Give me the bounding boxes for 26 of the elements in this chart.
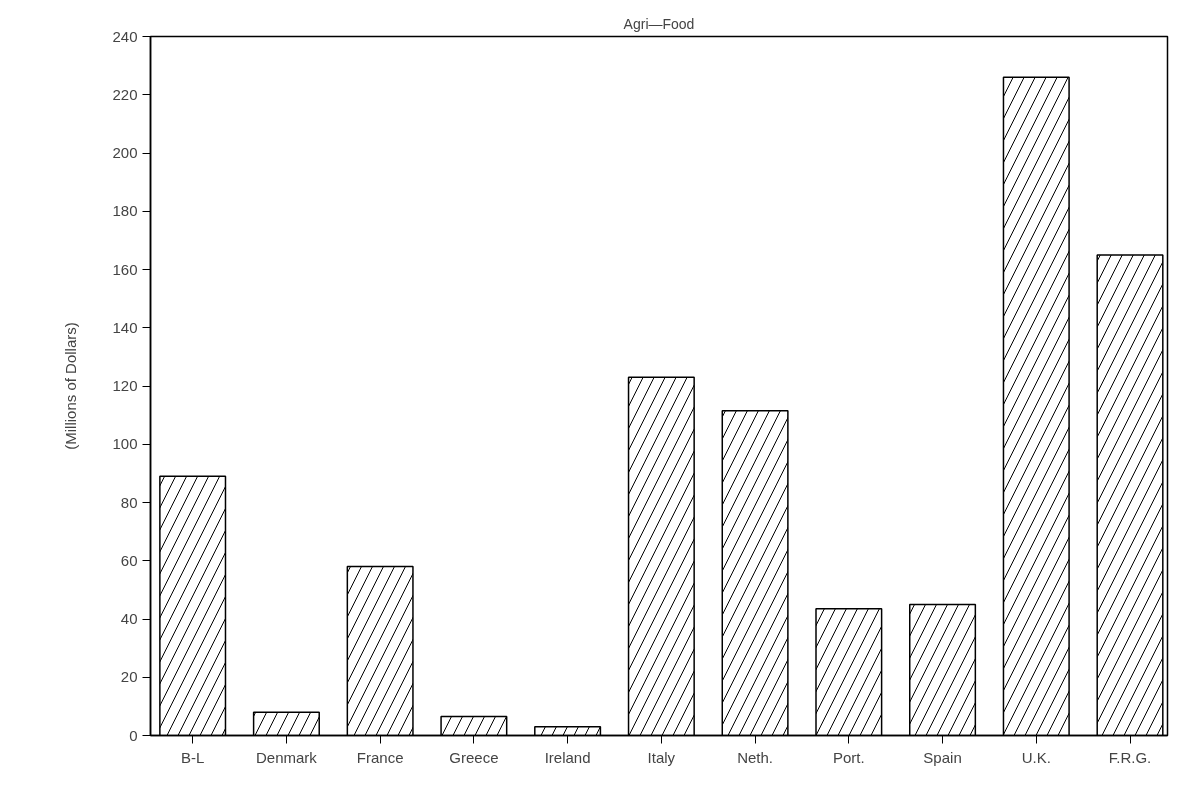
x-tick-label: F.R.G. — [1108, 748, 1152, 766]
x-tick-label: Ireland — [544, 748, 591, 766]
y-tick-label: 240 — [112, 27, 138, 45]
x-tick-label: Italy — [647, 748, 676, 766]
y-axis-title: (Millions of Dollars) — [62, 322, 80, 450]
y-tick-label: 20 — [120, 668, 138, 686]
x-tick-label: Spain — [923, 748, 962, 766]
x-tick-label: Denmark — [255, 748, 318, 766]
y-tick-label: 220 — [112, 85, 138, 103]
x-tick-label: Port. — [832, 748, 865, 766]
y-tick-label: 200 — [112, 144, 138, 161]
y-tick-label: 120 — [112, 377, 138, 394]
y-tick-label: 80 — [120, 493, 138, 511]
y-tick-label: 60 — [120, 551, 138, 569]
y-tick-label: 0 — [129, 726, 138, 744]
x-tick-label: Neth. — [737, 748, 774, 766]
y-tick-label: 160 — [112, 260, 138, 278]
y-tick-label: 40 — [120, 610, 138, 627]
y-tick-label: 180 — [112, 202, 138, 220]
x-tick-label: France — [356, 748, 404, 766]
y-tick-label: 100 — [112, 435, 138, 453]
chart-title: Agri—Food — [623, 15, 695, 32]
x-tick-label: B-L — [181, 748, 205, 766]
x-tick-label: U.K. — [1021, 748, 1051, 766]
y-tick-label: 140 — [112, 318, 138, 336]
x-tick-label: Greece — [449, 748, 499, 766]
